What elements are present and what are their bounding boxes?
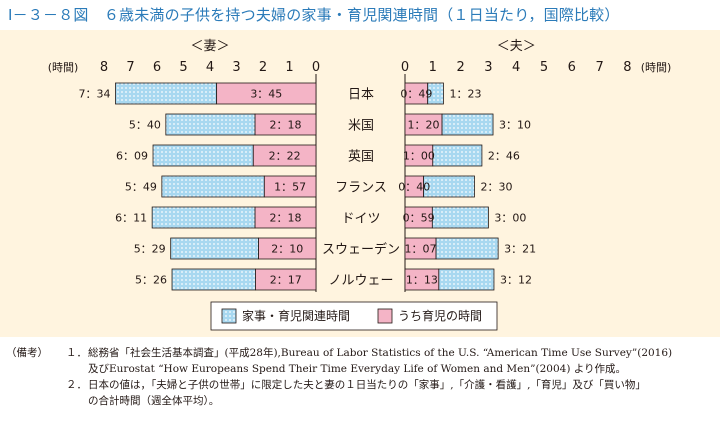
husband-total-label: 1：23: [449, 88, 481, 101]
wife-childcare-bar: [216, 82, 317, 105]
wife-x-tick-label: 6: [153, 60, 161, 75]
wife-childcare-bar: [255, 268, 317, 291]
wife-childcare-label: 3：45: [250, 88, 282, 101]
butterfly-chart: ＜妻＞ ＜夫＞ (時間) (時間) 0 1 2 3 4 5 6 7 8 0 1 2 3 4 5 6 7 8 日本 7：34 3：…: [48, 39, 672, 331]
husband-housework-bar: [423, 175, 475, 198]
husband-header: ＜夫＞: [497, 39, 536, 54]
husband-x-tick-label: 4: [512, 60, 520, 75]
husband-childcare-label: 1：13: [406, 274, 438, 287]
husband-total-label: 2：46: [488, 150, 520, 163]
wife-total-label: 5：29: [134, 243, 166, 256]
chart-panel: ＜妻＞ ＜夫＞ (時間) (時間) 0 1 2 3 4 5 6 7 8 0 1 2 3 4 5 6 7 8 日本 7：34 3：…: [0, 30, 720, 337]
note-1-line-2: 及びEurostat “How Europeans Spend Their Ti…: [88, 363, 627, 375]
wife-housework-bar: [170, 237, 259, 260]
husband-total-label: 2：30: [481, 181, 513, 194]
wife-total-label: 5：49: [125, 181, 157, 194]
category-label: 米国: [348, 119, 374, 134]
category-label: 日本: [348, 88, 374, 103]
husband-housework-bar: [432, 144, 483, 167]
wife-childcare-bar: [254, 206, 317, 229]
husband-axis-unit: (時間): [641, 61, 672, 74]
legend-housework-label: 家事・育児関連時間: [242, 308, 350, 323]
wife-x-tick-label: 0: [312, 60, 320, 75]
legend-childcare-swatch: [377, 308, 393, 324]
husband-total-label: 3：00: [494, 212, 526, 225]
husband-housework-bar: [431, 206, 489, 229]
wife-axis-unit: (時間): [48, 61, 79, 74]
wife-childcare-bar: [252, 144, 317, 167]
wife-x-tick-label: 3: [232, 60, 240, 75]
husband-housework-bar: [435, 237, 499, 260]
note-2-line-2: の合計時間（週全体平均）。: [88, 395, 220, 407]
wife-total-label: 6：11: [115, 212, 147, 225]
husband-total-label: 3：12: [500, 274, 532, 287]
wife-total-label: 7：34: [78, 88, 110, 101]
wife-x-tick-label: 5: [179, 60, 187, 75]
husband-x-tick-label: 6: [568, 60, 576, 75]
husband-housework-bar: [441, 113, 494, 136]
wife-housework-bar: [161, 175, 265, 198]
category-label: ノルウェー: [328, 274, 393, 289]
husband-childcare-label: 1：00: [403, 150, 435, 163]
wife-x-tick-label: 7: [126, 60, 134, 75]
wife-childcare-bar: [258, 237, 317, 260]
note-2-line-1: 日本の値は，「夫婦と子供の世帯」に限定した夫と妻の１日当たりの「家事」,「介護・…: [88, 379, 646, 391]
wife-x-tick-label: 4: [206, 60, 214, 75]
husband-childcare-label: 0：40: [398, 181, 430, 194]
figure-title: Ⅰ－３－８図 ６歳未満の子供を持つ夫婦の家事・育児関連時間（１日当たり，国際比較…: [8, 6, 620, 24]
wife-childcare-label: 2：18: [270, 212, 302, 225]
husband-housework-bar: [427, 82, 444, 105]
legend-box: [210, 301, 498, 331]
husband-housework-bar: [438, 268, 495, 291]
wife-housework-bar: [171, 268, 256, 291]
wife-childcare-label: 2：10: [271, 243, 303, 256]
wife-x-tick-label: 1: [285, 60, 293, 75]
legend-housework-swatch: [221, 308, 237, 324]
wife-childcare-label: 2：22: [269, 150, 301, 163]
husband-childcare-label: 0：49: [400, 88, 432, 101]
wife-total-label: 6：09: [116, 150, 148, 163]
category-label: スウェーデン: [322, 242, 400, 258]
husband-x-tick-label: 3: [484, 60, 492, 75]
category-label: 英国: [348, 150, 374, 165]
wife-housework-bar: [152, 144, 254, 167]
husband-childcare-label: 0：59: [403, 212, 435, 225]
husband-x-tick-label: 5: [540, 60, 548, 75]
wife-total-label: 5：26: [135, 274, 167, 287]
wife-housework-bar: [151, 206, 256, 229]
note-2-number: ２．: [66, 379, 87, 391]
husband-x-tick-label: 7: [595, 60, 603, 75]
notes-section: （備考） １． 総務省「社会生活基本調査」(平成28年),Bureau of L…: [0, 338, 720, 422]
husband-x-tick-label: 0: [401, 60, 409, 75]
notes-head: （備考）: [6, 347, 48, 359]
wife-childcare-bar: [263, 175, 317, 198]
wife-header: ＜妻＞: [190, 39, 229, 54]
husband-total-label: 3：21: [504, 243, 536, 256]
husband-x-tick-label: 1: [429, 60, 437, 75]
category-label: フランス: [335, 181, 387, 196]
wife-housework-bar: [115, 82, 218, 105]
husband-childcare-label: 1：07: [405, 243, 437, 256]
category-label: ドイツ: [341, 212, 380, 227]
wife-housework-bar: [165, 113, 256, 136]
husband-total-label: 3：10: [499, 119, 531, 132]
wife-childcare-label: 2：18: [270, 119, 302, 132]
note-1-line-1: 総務省「社会生活基本調査」(平成28年),Bureau of Labor Sta…: [88, 347, 673, 359]
wife-childcare-bar: [254, 113, 317, 136]
wife-x-tick-label: 2: [259, 60, 267, 75]
legend-childcare-label: うち育児の時間: [398, 308, 482, 323]
wife-total-label: 5：40: [129, 119, 161, 132]
wife-x-tick-label: 8: [100, 60, 108, 75]
husband-childcare-label: 1：20: [408, 119, 440, 132]
wife-childcare-label: 2：17: [270, 274, 302, 287]
wife-childcare-label: 1：57: [274, 181, 306, 194]
husband-x-tick-label: 8: [623, 60, 631, 75]
husband-x-tick-label: 2: [456, 60, 464, 75]
note-1-number: １．: [66, 347, 87, 359]
